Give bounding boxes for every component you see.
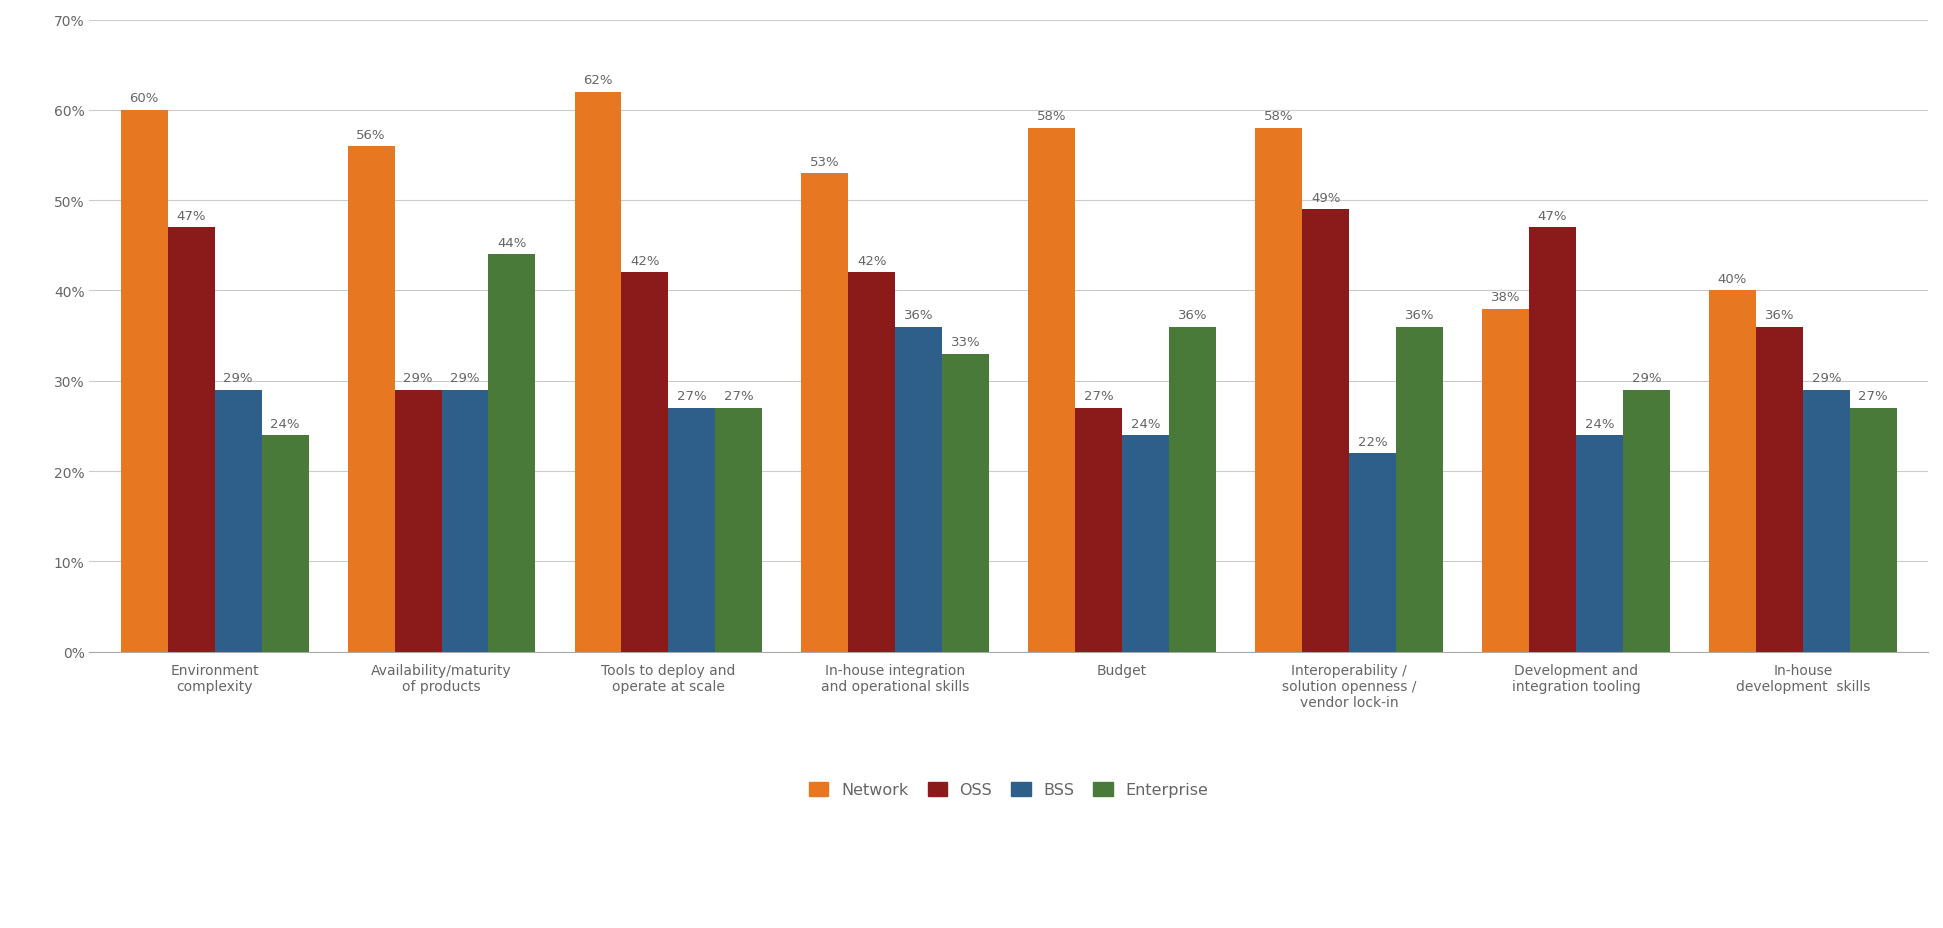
Bar: [1622, 391, 1669, 652]
Text: 27%: 27%: [1858, 390, 1889, 403]
Bar: [1710, 291, 1756, 652]
Text: 24%: 24%: [270, 417, 299, 430]
Bar: [488, 255, 536, 652]
Text: 24%: 24%: [1131, 417, 1160, 430]
Text: 44%: 44%: [497, 237, 527, 250]
Text: 38%: 38%: [1490, 290, 1519, 303]
Text: 53%: 53%: [810, 156, 839, 169]
Bar: [1170, 328, 1216, 652]
Text: 24%: 24%: [1585, 417, 1615, 430]
Bar: [120, 110, 167, 652]
Text: 47%: 47%: [1537, 210, 1568, 223]
Bar: [167, 228, 214, 652]
Bar: [622, 273, 668, 652]
Bar: [1483, 309, 1529, 652]
Bar: [1529, 228, 1576, 652]
Text: 49%: 49%: [1312, 191, 1341, 204]
Bar: [715, 408, 762, 652]
Bar: [801, 174, 849, 652]
Text: 58%: 58%: [1038, 110, 1067, 123]
Bar: [849, 273, 896, 652]
Text: 22%: 22%: [1358, 435, 1387, 448]
Bar: [1395, 328, 1444, 652]
Legend: Network, OSS, BSS, Enterprise: Network, OSS, BSS, Enterprise: [801, 774, 1216, 806]
Text: 62%: 62%: [583, 74, 612, 87]
Bar: [1348, 454, 1395, 652]
Text: 56%: 56%: [356, 128, 387, 141]
Text: 40%: 40%: [1718, 273, 1747, 286]
Text: 42%: 42%: [630, 254, 661, 267]
Bar: [214, 391, 262, 652]
Bar: [896, 328, 942, 652]
Bar: [1255, 129, 1302, 652]
Bar: [1123, 435, 1170, 652]
Text: 42%: 42%: [857, 254, 886, 267]
Bar: [1756, 328, 1803, 652]
Text: 29%: 29%: [404, 372, 433, 385]
Text: 27%: 27%: [676, 390, 707, 403]
Bar: [1850, 408, 1896, 652]
Text: 36%: 36%: [1405, 309, 1434, 322]
Bar: [1074, 408, 1123, 652]
Bar: [1302, 210, 1348, 652]
Bar: [441, 391, 488, 652]
Bar: [575, 93, 622, 652]
Bar: [262, 435, 309, 652]
Text: 36%: 36%: [1764, 309, 1793, 322]
Text: 29%: 29%: [1632, 372, 1661, 385]
Text: 36%: 36%: [903, 309, 933, 322]
Text: 27%: 27%: [1084, 390, 1113, 403]
Text: 29%: 29%: [451, 372, 480, 385]
Bar: [394, 391, 441, 652]
Text: 36%: 36%: [1177, 309, 1207, 322]
Text: 29%: 29%: [1811, 372, 1842, 385]
Bar: [1028, 129, 1074, 652]
Bar: [1576, 435, 1622, 652]
Text: 60%: 60%: [130, 92, 159, 105]
Text: 58%: 58%: [1263, 110, 1294, 123]
Bar: [348, 147, 394, 652]
Text: 33%: 33%: [950, 336, 981, 349]
Text: 29%: 29%: [223, 372, 253, 385]
Bar: [1803, 391, 1850, 652]
Bar: [942, 354, 989, 652]
Text: 47%: 47%: [177, 210, 206, 223]
Bar: [668, 408, 715, 652]
Text: 27%: 27%: [725, 390, 754, 403]
